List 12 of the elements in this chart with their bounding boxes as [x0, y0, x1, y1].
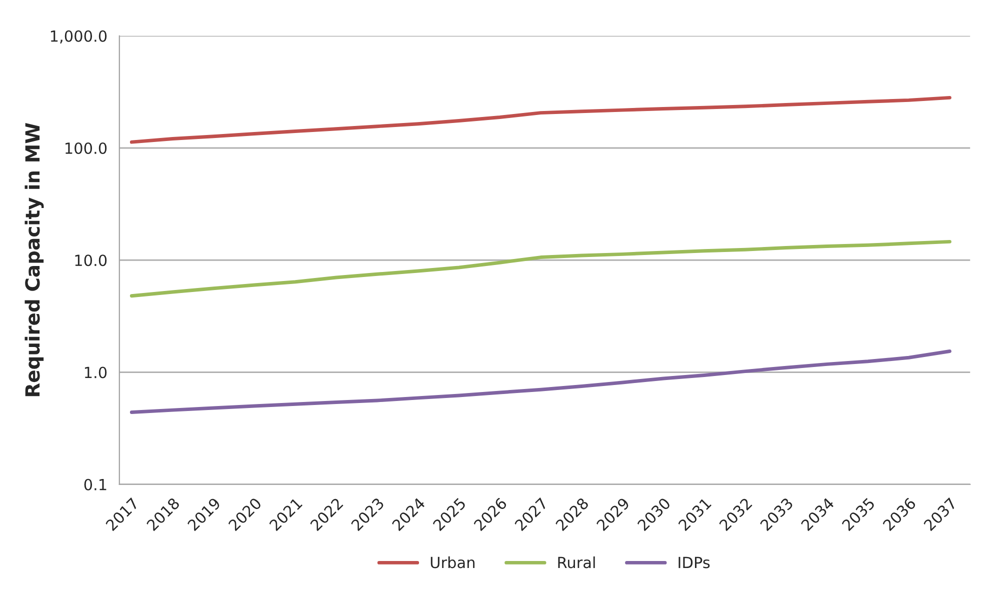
- line-series: [130, 349, 952, 414]
- y-axis-title: Required Capacity in MW: [24, 122, 44, 396]
- legend-label: IDPs: [678, 556, 710, 568]
- legend-label: Urban: [430, 556, 474, 568]
- y-tick-label: 1.0: [84, 366, 107, 378]
- legend-label: Rural: [558, 556, 595, 568]
- line-series: [130, 240, 952, 298]
- line-series: [130, 96, 952, 144]
- y-tick-label: 0.1: [84, 478, 106, 490]
- y-tick-label: 1,000.0: [50, 30, 107, 44]
- y-tick-label: 10.0: [75, 254, 107, 266]
- y-tick-label: 100.0: [66, 142, 107, 154]
